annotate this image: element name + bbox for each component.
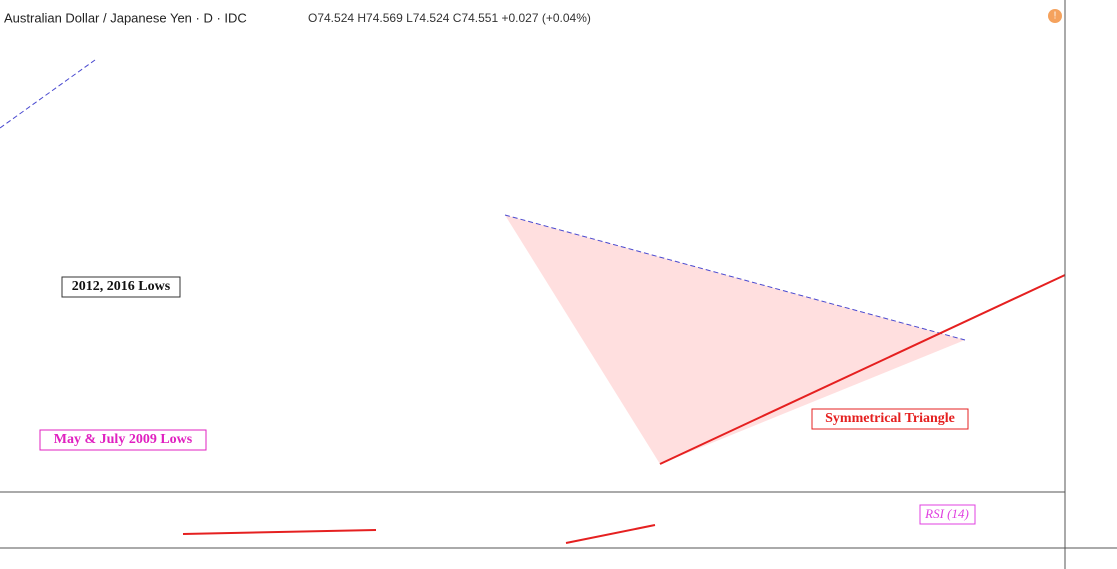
annotation-box [61,276,181,298]
annotation-box [811,408,969,430]
annotation: May & July 2009 Lows [54,432,193,447]
support-trendline [659,274,1066,465]
annotation: 2012, 2016 Lows [72,279,171,294]
annotation: Symmetrical Triangle [825,411,955,426]
drawings [0,59,966,464]
annotation-box [39,429,207,451]
rsi-divergence [182,529,377,535]
rsi-label-box [919,504,976,525]
alert-icon[interactable] [1048,9,1062,23]
chart-title: Australian Dollar / Japanese Yen · D · I… [4,10,247,25]
triangle-fill [505,215,965,464]
ohlc-readout: O74.524 H74.569 L74.524 C74.551 +0.027 (… [308,11,591,25]
rsi-divergence [565,524,656,544]
header-bg [0,6,630,30]
rsi-label: RSI (14) [924,506,969,521]
alert-icon-glyph: ! [1054,11,1057,22]
early-trendline [0,59,96,129]
